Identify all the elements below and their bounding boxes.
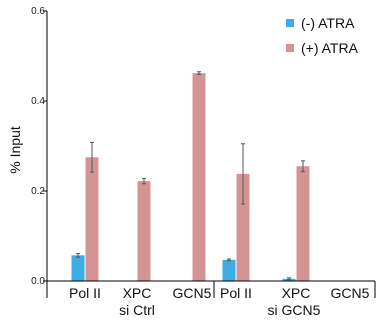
bars <box>71 71 310 281</box>
legend-label: (+) ATRA <box>301 40 359 56</box>
bar <box>71 255 85 281</box>
legend-swatch <box>286 44 294 52</box>
x-category-label: XPC <box>282 285 311 301</box>
y-tick-label: 0.4 <box>31 96 45 107</box>
y-axis-title: % Input <box>7 126 23 174</box>
y-tick-label: 0.6 <box>31 6 45 17</box>
legend-label: (-) ATRA <box>301 15 355 31</box>
x-axis: Pol II XPC GCN5 Pol II XPC GCN5 si Ctrl si GCN5 <box>46 280 376 318</box>
x-category-label: Pol II <box>220 285 252 301</box>
legend-swatch <box>286 19 294 27</box>
x-category-label: XPC <box>123 285 152 301</box>
x-category-label: GCN5 <box>173 285 212 301</box>
bar <box>222 259 236 281</box>
bar <box>236 173 250 281</box>
y-axis: 0.0 0.2 0.4 0.6 <box>31 6 48 287</box>
bar <box>85 157 99 281</box>
bar <box>137 181 151 281</box>
x-category-label: Pol II <box>69 285 101 301</box>
y-tick-label: 0.0 <box>31 276 45 287</box>
x-group-label: si GCN5 <box>268 302 321 318</box>
bar <box>296 166 310 281</box>
legend: (-) ATRA (+) ATRA <box>286 15 359 56</box>
bar <box>192 73 206 281</box>
x-group-label: si Ctrl <box>119 302 155 318</box>
y-tick-label: 0.2 <box>31 186 45 197</box>
x-category-label: GCN5 <box>331 285 370 301</box>
